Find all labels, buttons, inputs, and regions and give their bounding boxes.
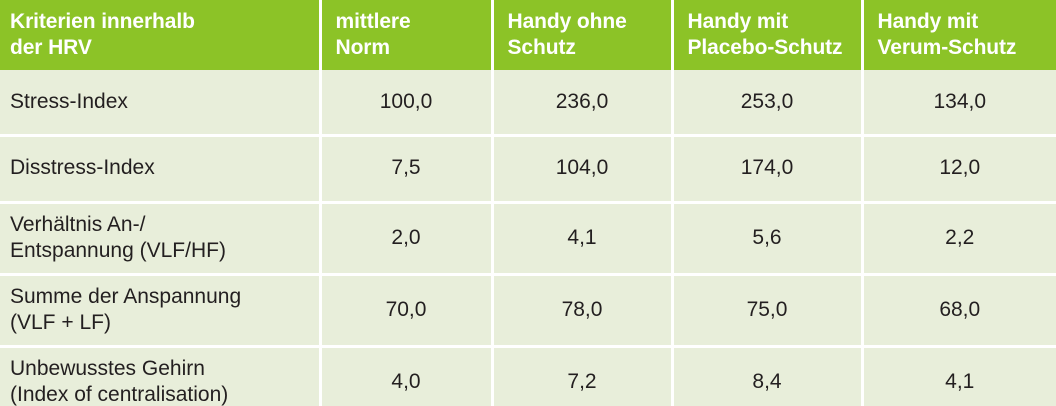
cell-placebo: 75,0 — [672, 274, 864, 348]
row-label-line2: Entspannung (VLF/HF) — [10, 239, 226, 263]
column-header-no-protection: Handy ohne Schutz — [492, 0, 674, 71]
column-header-placebo-line1: Handy mit — [687, 10, 789, 33]
column-header-criterion-line2: der HRV — [10, 35, 92, 59]
column-header-criterion: Kriterien innerhalb der HRV — [0, 0, 322, 71]
row-label-line1: Summe der Anspannung — [10, 284, 242, 308]
cell-verum: 4,1 — [862, 346, 1056, 406]
cell-norm: 70,0 — [320, 274, 494, 348]
column-header-placebo-line2: Placebo-Schutz — [687, 35, 843, 59]
cell-no-protection: 236,0 — [492, 70, 674, 137]
row-label-disstress-index: Disstress-Index — [0, 135, 322, 204]
cell-verum: 12,0 — [862, 135, 1056, 204]
cell-placebo: 174,0 — [672, 135, 864, 204]
column-header-no-protection-line1: Handy ohne — [507, 10, 627, 33]
cell-norm: 100,0 — [320, 70, 494, 137]
row-label-line2: (VLF + LF) — [10, 311, 111, 335]
row-label-line2: (Index of centralisation) — [10, 382, 229, 406]
table-header: Kriterien innerhalb der HRV mittlere Nor… — [0, 0, 1056, 71]
column-header-verum-line2: Verum-Schutz — [877, 35, 1017, 59]
column-header-norm-line1: mittlere — [335, 10, 411, 33]
table-row: Stress-Index 100,0 236,0 253,0 134,0 — [0, 70, 1056, 137]
column-header-criterion-line1: Kriterien innerhalb — [10, 10, 195, 33]
cell-verum: 134,0 — [862, 70, 1056, 137]
table-body: Stress-Index 100,0 236,0 253,0 134,0 Dis… — [0, 70, 1056, 406]
column-header-no-protection-line2: Schutz — [507, 35, 576, 59]
table-row: Summe der Anspannung (VLF + LF) 70,0 78,… — [0, 274, 1056, 348]
cell-no-protection: 78,0 — [492, 274, 674, 348]
cell-norm: 7,5 — [320, 135, 494, 204]
row-label-stress-index: Stress-Index — [0, 70, 322, 137]
cell-no-protection: 7,2 — [492, 346, 674, 406]
cell-norm: 2,0 — [320, 202, 494, 276]
row-label-line1: Stress-Index — [10, 89, 128, 113]
row-label-verhaeltnis-an-entspannung: Verhältnis An-/ Entspannung (VLF/HF) — [0, 202, 322, 276]
row-label-line1: Unbewusstes Gehirn — [10, 356, 205, 380]
cell-verum: 2,2 — [862, 202, 1056, 276]
row-label-summe-der-anspannung: Summe der Anspannung (VLF + LF) — [0, 274, 322, 348]
cell-verum: 68,0 — [862, 274, 1056, 348]
cell-norm: 4,0 — [320, 346, 494, 406]
column-header-verum-line1: Handy mit — [877, 10, 979, 33]
column-header-placebo: Handy mit Placebo-Schutz — [672, 0, 864, 71]
row-label-unbewusstes-gehirn: Unbewusstes Gehirn (Index of centralisat… — [0, 346, 322, 406]
column-header-verum: Handy mit Verum-Schutz — [862, 0, 1056, 71]
table-header-row: Kriterien innerhalb der HRV mittlere Nor… — [0, 0, 1056, 71]
row-label-line1: Verhältnis An-/ — [10, 212, 146, 236]
column-header-norm: mittlere Norm — [320, 0, 494, 71]
column-header-norm-line2: Norm — [335, 35, 391, 59]
table-row: Disstress-Index 7,5 104,0 174,0 12,0 — [0, 135, 1056, 204]
row-label-line1: Disstress-Index — [10, 156, 155, 180]
cell-no-protection: 104,0 — [492, 135, 674, 204]
table-row: Unbewusstes Gehirn (Index of centralisat… — [0, 346, 1056, 406]
cell-placebo: 253,0 — [672, 70, 864, 137]
cell-placebo: 5,6 — [672, 202, 864, 276]
table-row: Verhältnis An-/ Entspannung (VLF/HF) 2,0… — [0, 202, 1056, 276]
cell-no-protection: 4,1 — [492, 202, 674, 276]
cell-placebo: 8,4 — [672, 346, 864, 406]
